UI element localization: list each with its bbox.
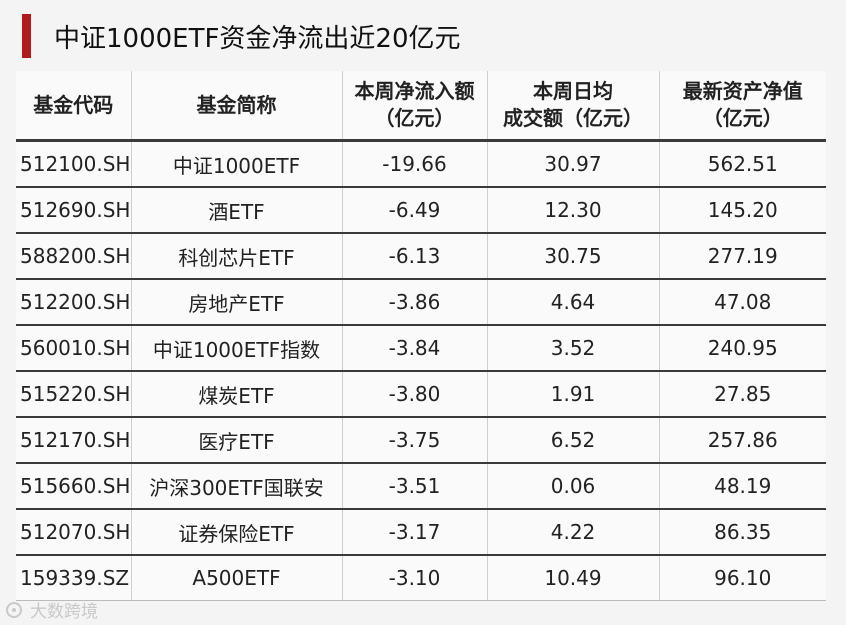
cell-code: 515220.SH — [16, 371, 132, 418]
cell-turnover: 4.22 — [487, 509, 660, 556]
cell-flow: -3.17 — [342, 509, 488, 556]
title-accent-bar — [22, 14, 31, 58]
table-row: 512070.SH 证券保险ETF -3.17 4.22 86.35 — [16, 509, 826, 556]
header-name: 基金简称 — [131, 71, 343, 142]
cell-name: 酒ETF — [131, 187, 343, 234]
cell-flow: -3.75 — [342, 417, 488, 464]
cell-code: 512200.SH — [16, 279, 132, 326]
cell-flow: -3.86 — [342, 279, 488, 326]
cell-turnover: 3.52 — [487, 325, 660, 372]
cell-flow: -6.13 — [342, 233, 488, 280]
table-row: 515660.SH 沪深300ETF国联安 -3.51 0.06 48.19 — [16, 463, 826, 510]
cell-nav: 145.20 — [659, 187, 826, 234]
cell-nav: 27.85 — [659, 371, 826, 418]
cell-nav: 96.10 — [659, 555, 826, 601]
header-nav-line2: （亿元） — [702, 106, 783, 130]
cell-turnover: 1.91 — [487, 371, 660, 418]
header-code: 基金代码 — [16, 71, 132, 142]
cell-name: 科创芯片ETF — [131, 233, 343, 280]
header-turnover: 本周日均 成交额（亿元） — [487, 71, 660, 142]
cell-flow: -3.84 — [342, 325, 488, 372]
table-header-row: 基金代码 基金简称 本周净流入额 （亿元） 本周日均 成交额（亿元） 最新资产净… — [16, 71, 826, 142]
table-row: 512170.SH 医疗ETF -3.75 6.52 257.86 — [16, 417, 826, 464]
cell-code: 515660.SH — [16, 463, 132, 510]
header-turnover-line1: 本周日均 — [533, 79, 613, 103]
cell-turnover: 12.30 — [487, 187, 660, 234]
cell-name: 医疗ETF — [131, 417, 343, 464]
cell-flow: -19.66 — [342, 140, 488, 188]
watermark-text: 大数跨境 — [30, 602, 98, 622]
cell-code: 560010.SH — [16, 325, 132, 372]
header-flow-line2: （亿元） — [374, 106, 455, 130]
cell-name: 房地产ETF — [131, 279, 343, 326]
cell-flow: -3.51 — [342, 463, 488, 510]
header-nav-line1: 最新资产净值 — [682, 79, 803, 103]
cell-turnover: 10.49 — [487, 555, 660, 601]
cell-turnover: 0.06 — [487, 463, 660, 510]
table-row: 512200.SH 房地产ETF -3.86 4.64 47.08 — [16, 279, 826, 326]
cell-turnover: 4.64 — [487, 279, 660, 326]
cell-name: 中证1000ETF指数 — [131, 325, 343, 372]
cell-turnover: 30.75 — [487, 233, 660, 280]
cell-turnover: 30.97 — [487, 140, 660, 188]
cell-code: 512170.SH — [16, 417, 132, 464]
table-row: 159339.SZ A500ETF -3.10 10.49 96.10 — [16, 555, 826, 601]
cell-flow: -6.49 — [342, 187, 488, 234]
header-nav: 最新资产净值 （亿元） — [659, 71, 826, 142]
table-row: 588200.SH 科创芯片ETF -6.13 30.75 277.19 — [16, 233, 826, 280]
cell-code: 512070.SH — [16, 509, 132, 556]
cell-nav: 277.19 — [659, 233, 826, 280]
cell-nav: 240.95 — [659, 325, 826, 372]
cell-name: 证券保险ETF — [131, 509, 343, 556]
cell-code: 512690.SH — [16, 187, 132, 234]
table-row: 512100.SH 中证1000ETF -19.66 30.97 562.51 — [16, 140, 826, 188]
title-bar: 中证1000ETF资金净流出近20亿元 — [22, 12, 461, 60]
etf-outflow-table: 基金代码 基金简称 本周净流入额 （亿元） 本周日均 成交额（亿元） 最新资产净… — [16, 71, 826, 601]
cell-code: 159339.SZ — [16, 555, 132, 601]
table-row: 560010.SH 中证1000ETF指数 -3.84 3.52 240.95 — [16, 325, 826, 372]
cell-nav: 562.51 — [659, 140, 826, 188]
header-flow-line1: 本周净流入额 — [354, 79, 475, 103]
cell-nav: 86.35 — [659, 509, 826, 556]
cell-name: 中证1000ETF — [131, 140, 343, 188]
table-row: 515220.SH 煤炭ETF -3.80 1.91 27.85 — [16, 371, 826, 418]
header-flow: 本周净流入额 （亿元） — [342, 71, 488, 142]
cell-turnover: 6.52 — [487, 417, 660, 464]
cell-flow: -3.80 — [342, 371, 488, 418]
watermark: 大数跨境 — [6, 597, 98, 622]
cell-flow: -3.10 — [342, 555, 488, 601]
cell-name: 沪深300ETF国联安 — [131, 463, 343, 510]
cell-code: 588200.SH — [16, 233, 132, 280]
cell-name: A500ETF — [131, 555, 343, 601]
cell-name: 煤炭ETF — [131, 371, 343, 418]
cell-code: 512100.SH — [16, 140, 132, 188]
cell-nav: 257.86 — [659, 417, 826, 464]
brand-logo-icon — [6, 601, 22, 618]
table-row: 512690.SH 酒ETF -6.49 12.30 145.20 — [16, 187, 826, 234]
header-turnover-line2: 成交额（亿元） — [503, 106, 643, 130]
cell-nav: 48.19 — [659, 463, 826, 510]
page-title: 中证1000ETF资金净流出近20亿元 — [54, 23, 461, 54]
cell-nav: 47.08 — [659, 279, 826, 326]
